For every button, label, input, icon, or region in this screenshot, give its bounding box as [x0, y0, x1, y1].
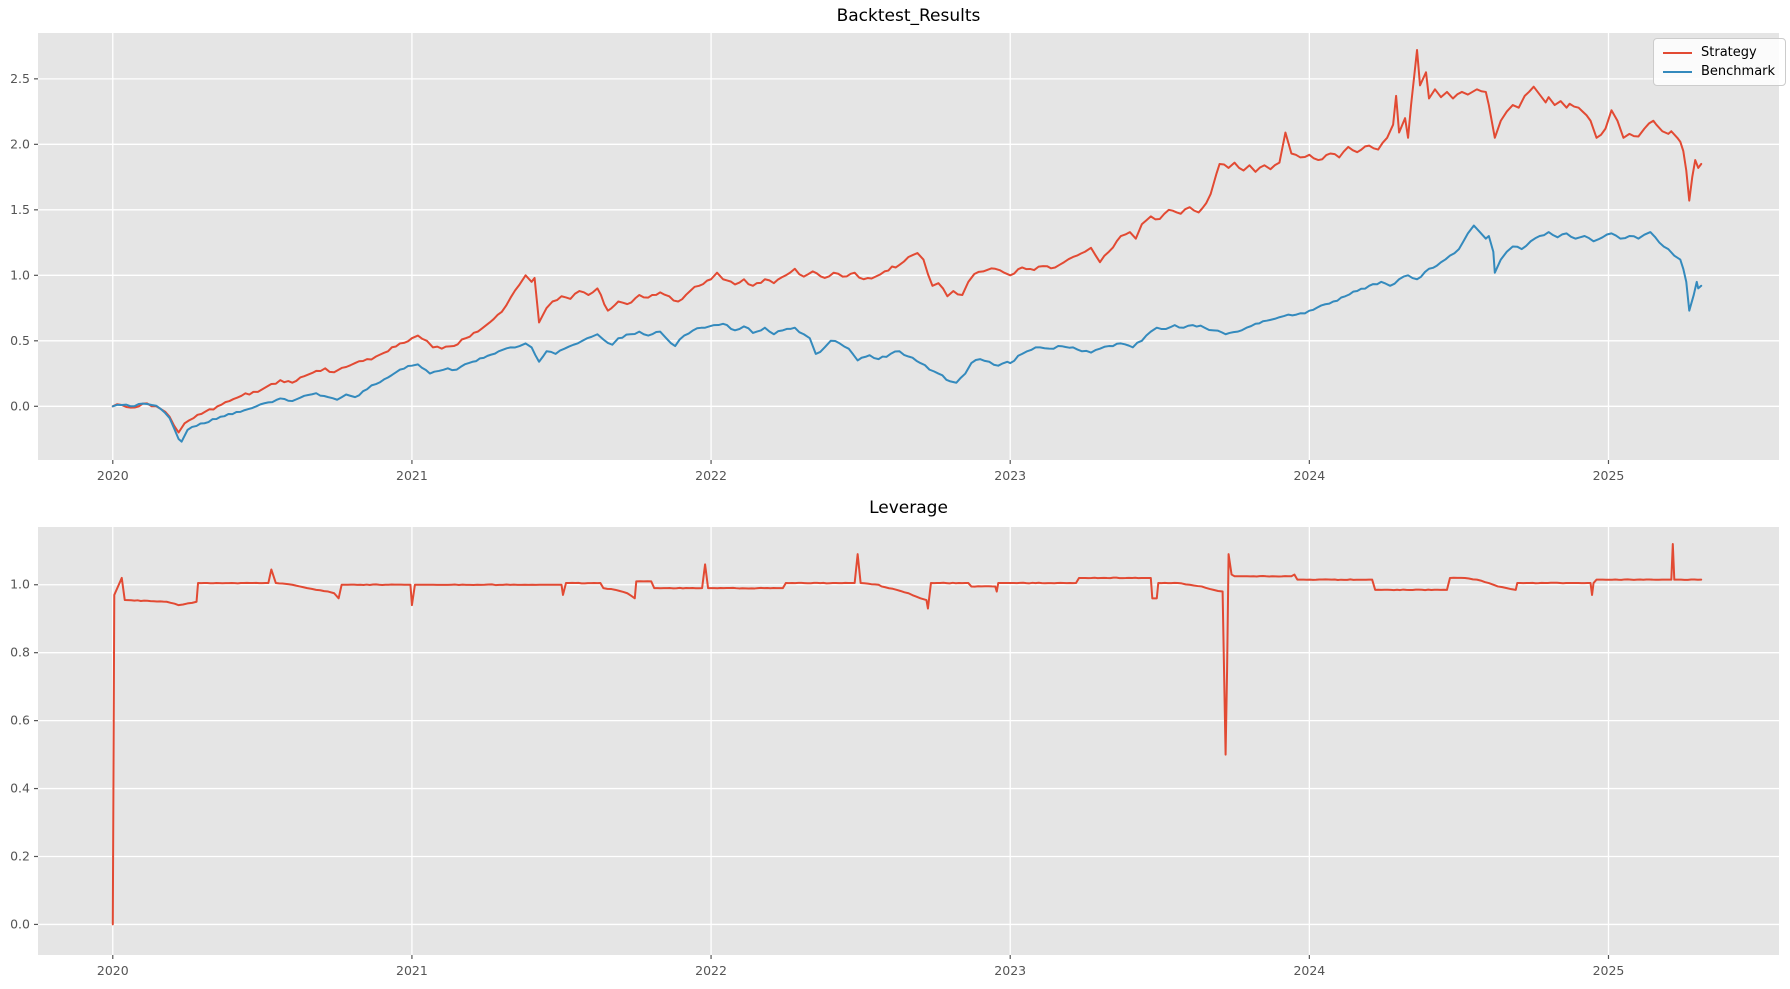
svg-text:2025: 2025 [1593, 963, 1625, 978]
benchmark-line-swatch-icon [1663, 70, 1692, 73]
svg-text:0.6: 0.6 [10, 713, 30, 728]
legend: Strategy Benchmark [1653, 38, 1787, 86]
svg-text:2.0: 2.0 [10, 136, 30, 151]
svg-text:0.0: 0.0 [10, 398, 30, 413]
legend-row-strategy: Strategy [1663, 45, 1775, 60]
svg-text:2020: 2020 [97, 468, 129, 483]
leverage-panel [38, 527, 1779, 955]
svg-text:2023: 2023 [994, 963, 1026, 978]
svg-text:2022: 2022 [695, 963, 727, 978]
svg-text:2021: 2021 [396, 963, 428, 978]
strategy-line-swatch-icon [1663, 51, 1692, 54]
svg-text:0.2: 0.2 [10, 848, 30, 863]
svg-text:1.5: 1.5 [10, 202, 30, 217]
svg-text:1.0: 1.0 [10, 577, 30, 592]
svg-text:1.0: 1.0 [10, 267, 30, 282]
svg-text:2.5: 2.5 [10, 71, 30, 86]
svg-text:2020: 2020 [97, 963, 129, 978]
svg-text:2025: 2025 [1593, 468, 1625, 483]
svg-text:0.5: 0.5 [10, 333, 30, 348]
svg-text:2024: 2024 [1293, 468, 1325, 483]
svg-text:0.4: 0.4 [10, 781, 30, 796]
svg-text:2022: 2022 [695, 468, 727, 483]
leverage-chart-title: Leverage [869, 498, 948, 518]
svg-text:0.8: 0.8 [10, 645, 30, 660]
svg-text:2023: 2023 [994, 468, 1026, 483]
legend-label-strategy: Strategy [1701, 45, 1757, 60]
backtest-chart-title: Backtest_Results [836, 6, 981, 26]
svg-text:0.0: 0.0 [10, 916, 30, 931]
legend-row-benchmark: Benchmark [1663, 64, 1775, 79]
legend-label-benchmark: Benchmark [1701, 64, 1776, 79]
svg-text:2021: 2021 [396, 468, 428, 483]
svg-text:2024: 2024 [1293, 963, 1325, 978]
